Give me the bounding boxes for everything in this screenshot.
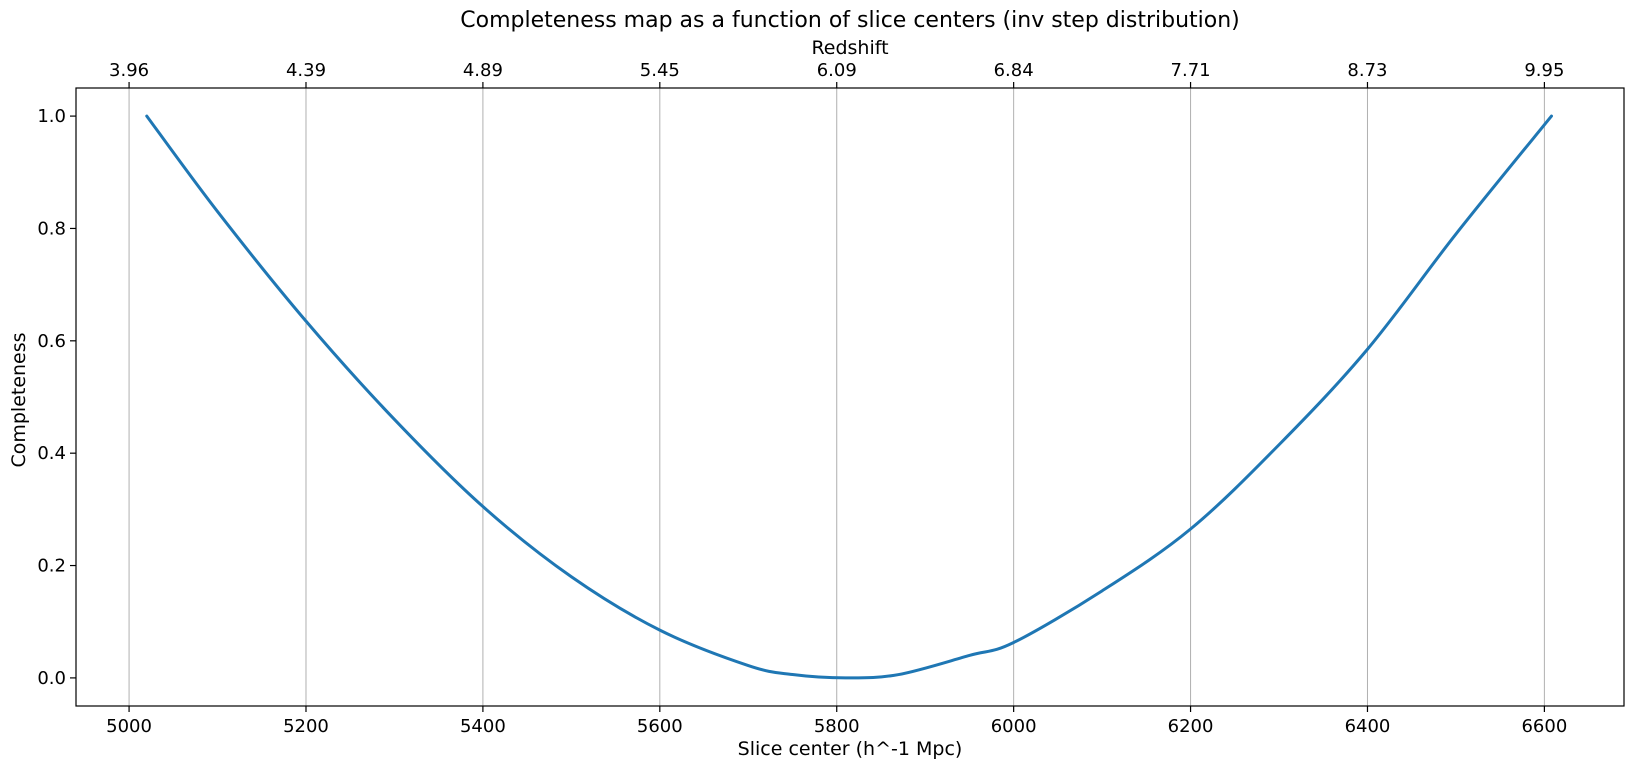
top-x-tick-label-6.84: 6.84 [994, 60, 1034, 81]
top-x-tick-label-4.89: 4.89 [463, 60, 503, 81]
y-tick-label-0.0: 0.0 [37, 668, 66, 689]
x-tick-label-5200: 5200 [283, 716, 329, 737]
x-axis-title: Slice center (h^-1 Mpc) [738, 738, 963, 760]
axes [75, 87, 1625, 707]
x-tick-label-6000: 6000 [991, 716, 1037, 737]
y-tick-label-0.6: 0.6 [37, 331, 66, 352]
top-x-axis-title: Redshift [811, 37, 888, 59]
x-tick-label-5000: 5000 [106, 716, 152, 737]
x-tick-label-5400: 5400 [460, 716, 506, 737]
top-x-tick-label-9.95: 9.95 [1524, 60, 1564, 81]
top-x-tick-label-8.73: 8.73 [1347, 60, 1387, 81]
x-tick-label-6600: 6600 [1521, 716, 1567, 737]
top-x-tick-label-3.96: 3.96 [109, 60, 149, 81]
x-tick-label-6200: 6200 [1168, 716, 1214, 737]
chart-title: Completeness map as a function of slice … [460, 8, 1240, 33]
top-x-tick-label-4.39: 4.39 [286, 60, 326, 81]
ticks: 5000 5200 5400 5600 5800 6000 6200 6400 6600 3.96… [37, 60, 1567, 737]
y-tick-label-1.0: 1.0 [37, 106, 66, 127]
plot-frame [75, 87, 1625, 707]
grid-lines [128, 88, 1545, 706]
completeness-series-line [145, 114, 1553, 680]
top-x-tick-label-6.09: 6.09 [817, 60, 857, 81]
x-tick-label-5800: 5800 [814, 716, 860, 737]
y-axis-title: Completeness [8, 332, 30, 467]
x-tick-label-6400: 6400 [1345, 716, 1391, 737]
y-tick-label-0.8: 0.8 [37, 218, 66, 239]
top-x-tick-label-5.45: 5.45 [640, 60, 680, 81]
x-tick-label-5600: 5600 [637, 716, 683, 737]
y-tick-label-0.4: 0.4 [37, 443, 66, 464]
top-x-tick-label-7.71: 7.71 [1171, 60, 1211, 81]
series-layer [145, 114, 1553, 680]
y-tick-label-0.2: 0.2 [37, 556, 66, 577]
